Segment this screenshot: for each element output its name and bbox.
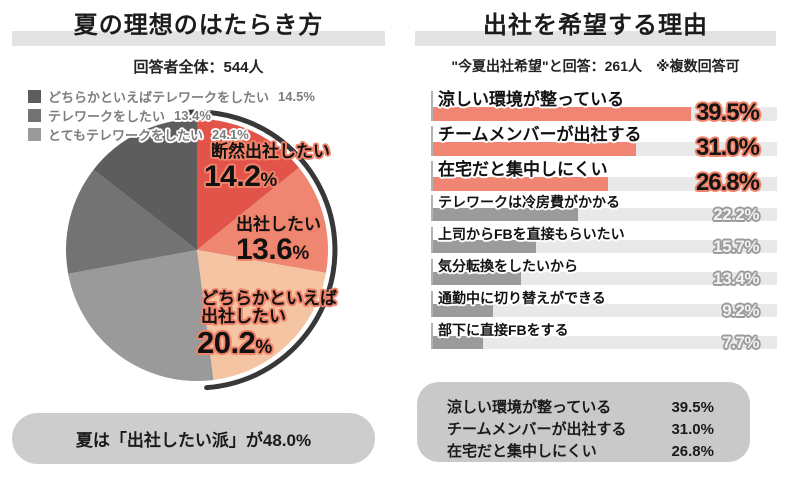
bar-value: 39.5% — [695, 99, 760, 126]
left-title-band — [12, 31, 385, 46]
legend-swatch-icon — [28, 128, 41, 141]
right-panel-title: 出社を希望する理由 — [483, 12, 708, 39]
bar-row: チームメンバーが出社する 31.0% — [431, 125, 777, 161]
bar-fill — [433, 272, 521, 285]
bar-label: 在宅だと集中しにくい — [438, 160, 608, 179]
legend-value: 13.4% — [174, 108, 211, 123]
legend-value: 24.1% — [211, 127, 249, 142]
summary-row: 涼しい環境が整っている 39.5% — [447, 397, 714, 419]
right-title-band — [415, 31, 776, 46]
legend-swatch-icon — [28, 90, 41, 103]
summary-box: 涼しい環境が整っている 39.5% チームメンバーが出社する 31.0% 在宅だ… — [417, 382, 750, 462]
bar-fill — [433, 304, 494, 317]
bar-fill — [433, 107, 692, 121]
bar-row: 気分転換をしたいから 13.4% — [431, 258, 777, 288]
bar-fill — [433, 177, 609, 191]
bar-value: 31.0% — [695, 134, 760, 161]
bar-label: 上司からFBを直接もらいたい — [438, 226, 625, 242]
pie-chart — [66, 109, 338, 391]
bar-track — [433, 336, 777, 349]
legend-value: 14.5% — [278, 89, 315, 104]
summary-label: チームメンバーが出社する — [447, 421, 627, 438]
summary-label: 在宅だと集中しにくい — [447, 443, 597, 460]
summary-pill: 夏は「出社したい派」が48.0% — [12, 413, 375, 464]
legend-label: テレワークをしたい — [48, 109, 166, 124]
summary-value: 31.0% — [671, 421, 714, 438]
legend-label: どちらかといえばテレワークをしたい — [48, 90, 270, 105]
bar-row: 在宅だと集中しにくい 26.8% — [431, 160, 777, 196]
bar-track — [433, 142, 777, 156]
bar-value: 13.4% — [713, 269, 759, 288]
pie-label-name: 断然出社したい — [211, 142, 330, 161]
bar-value: 9.2% — [722, 301, 759, 320]
bar-track — [433, 240, 777, 253]
bar-label: 涼しい環境が整っている — [438, 90, 625, 109]
bar-row: 部下に直接FBをする 7.7% — [431, 322, 777, 352]
summary-value: 26.8% — [671, 443, 714, 460]
summary-value: 39.5% — [671, 399, 714, 416]
left-panel-subtitle: 回答者全体：544人 — [133, 59, 264, 76]
bar-label: 気分転換をしたいから — [438, 258, 578, 274]
pie-legend: どちらかといえばテレワークをしたい 14.5% テレワークをしたい 13.4% … — [28, 87, 315, 144]
bar-fill — [433, 240, 536, 253]
bar-value: 7.7% — [722, 333, 759, 352]
pie-label-value: 14.2% — [204, 160, 277, 193]
left-panel-title: 夏の理想のはたらき方 — [73, 12, 324, 39]
bar-label: 部下に直接FBをする — [438, 322, 569, 338]
highlight-arc — [184, 109, 338, 391]
bar-track — [433, 177, 777, 191]
bar-value: 26.8% — [695, 169, 760, 196]
summary-row: 在宅だと集中しにくい 26.8% — [447, 441, 714, 463]
pie-label-name: 出社したい — [236, 215, 321, 234]
bar-fill — [433, 142, 636, 156]
bar-track — [433, 107, 777, 121]
legend-swatch-icon — [28, 109, 41, 122]
bar-label: テレワークは冷房費がかかる — [438, 194, 620, 210]
right-panel-subtitle: "今夏出社希望"と回答：261人 ※複数回答可 — [451, 58, 740, 74]
bar-track — [433, 272, 777, 285]
legend-item: とてもテレワークをしたい 24.1% — [28, 125, 315, 144]
bar-value: 22.2% — [713, 205, 759, 224]
legend-item: どちらかといえばテレワークをしたい 14.5% — [28, 87, 315, 106]
pie-label-value: 20.2% — [197, 325, 272, 360]
pie-label-name: どちらかといえば出社したい — [201, 289, 337, 326]
pie-label-value: 13.6% — [236, 233, 309, 266]
legend-label: とてもテレワークをしたい — [48, 128, 203, 143]
bar-fill — [433, 208, 579, 221]
bar-chart: 涼しい環境が整っている 39.5% チームメンバーが出社する 31.0% 在宅だ… — [431, 91, 777, 355]
bar-row: 涼しい環境が整っている 39.5% — [431, 90, 777, 126]
bar-track — [433, 304, 777, 317]
bar-label: 通勤中に切り替えができる — [438, 290, 606, 306]
bar-row: 通勤中に切り替えができる 9.2% — [431, 290, 777, 320]
bar-row: テレワークは冷房費がかかる 22.2% — [431, 194, 777, 224]
bar-value: 15.7% — [713, 237, 759, 256]
bar-track — [433, 208, 777, 221]
bar-label: チームメンバーが出社する — [438, 125, 642, 144]
legend-item: テレワークをしたい 13.4% — [28, 106, 315, 125]
summary-row: チームメンバーが出社する 31.0% — [447, 419, 714, 441]
summary-label: 涼しい環境が整っている — [447, 399, 612, 416]
bar-row: 上司からFBを直接もらいたい 15.7% — [431, 226, 777, 256]
bar-fill — [433, 336, 484, 349]
